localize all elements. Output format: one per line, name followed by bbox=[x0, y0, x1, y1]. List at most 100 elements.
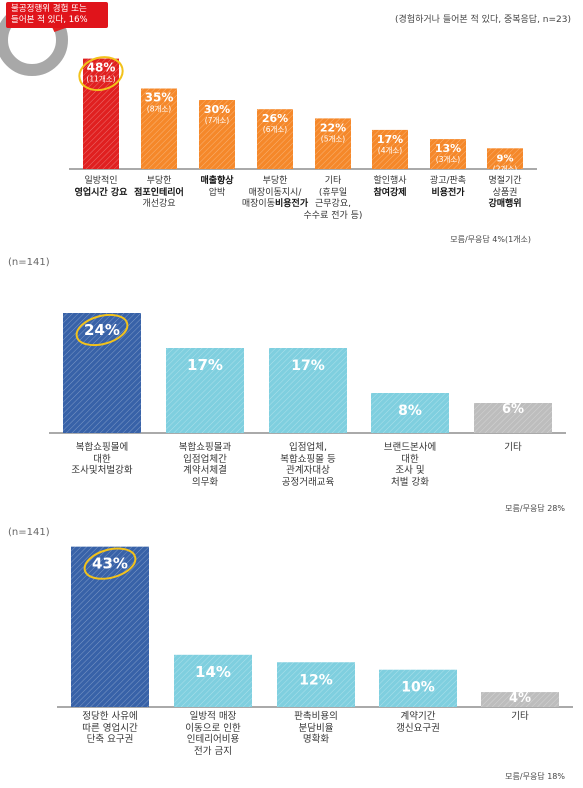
category-label-3: 입점업체, 복합쇼핑몰 등 관계자대상 공정거래교육 bbox=[258, 442, 358, 488]
bar-7 bbox=[430, 139, 466, 169]
highlight-ring bbox=[78, 56, 124, 92]
category-line: 강매행위 bbox=[488, 199, 522, 209]
bar-1 bbox=[83, 58, 119, 169]
category-line: 분담비율 bbox=[298, 722, 334, 734]
bar-4 bbox=[257, 109, 293, 169]
category-label-7: 광고/판촉 비용전가 bbox=[398, 176, 498, 199]
count-label-6: (4개소) bbox=[378, 145, 402, 155]
category-line: 점포인테리어 bbox=[134, 187, 184, 198]
value-label-1: 24% bbox=[84, 321, 120, 339]
category-line: 정당한 사유에 bbox=[82, 711, 138, 722]
chart-2-note: (n=141) bbox=[8, 257, 50, 268]
value-label-4: 8% bbox=[398, 403, 422, 419]
category-line: 일방적인 bbox=[84, 176, 118, 186]
value-label-5: 4% bbox=[509, 691, 531, 706]
category-line: (휴무일 bbox=[318, 187, 348, 198]
value-label-8: 9% bbox=[497, 153, 514, 164]
category-label-6: 할인행사 참여강제 bbox=[340, 176, 440, 199]
bar-2 bbox=[166, 348, 244, 433]
category-line: 복합쇼핑몰과 bbox=[178, 442, 232, 453]
category-line: 할인행사 bbox=[373, 176, 407, 186]
category-label-4: 브랜드본사에 대한 조사 및 처벌 강화 bbox=[360, 442, 460, 488]
category-line: 의무화 bbox=[191, 476, 219, 488]
category-label-1: 일방적인 영업시간 강요 bbox=[51, 176, 151, 199]
count-label-5: (5개소) bbox=[321, 133, 345, 143]
bar-2 bbox=[174, 654, 252, 707]
callout-line-1: 불공정행위 경험 또는 bbox=[11, 4, 87, 14]
bar-3 bbox=[199, 100, 235, 169]
category-label-2: 부당한 점포인테리어 개선강요 bbox=[109, 176, 209, 211]
bar-1 bbox=[71, 546, 149, 707]
category-line: 관계자대상 bbox=[286, 465, 330, 476]
bar-5 bbox=[315, 118, 351, 169]
category-line: 기타 bbox=[324, 176, 342, 186]
category-line: 영업시간 강요 bbox=[74, 187, 128, 198]
category-label-4: 부당한 매장이동지시/매장이동비용전가 bbox=[225, 176, 325, 211]
category-line: 대한 bbox=[93, 453, 111, 465]
chart-3-note: (n=141) bbox=[8, 527, 50, 538]
category-line: 부당한 bbox=[262, 176, 288, 186]
category-line: 입점업체간 bbox=[183, 453, 227, 465]
value-label-1: 48% bbox=[87, 61, 116, 75]
value-label-4: 10% bbox=[401, 680, 435, 696]
bar-4 bbox=[371, 393, 449, 433]
category-line: 입점업체, bbox=[289, 442, 327, 453]
chart-3-plot: 43% 14% 12% 10% 4% bbox=[57, 546, 573, 708]
value-label-3: 30% bbox=[204, 103, 230, 116]
category-line: 비용전가 bbox=[431, 187, 465, 198]
value-label-5: 22% bbox=[320, 121, 346, 134]
category-line: 갱신요구권 bbox=[396, 722, 440, 734]
category-line: 매장이동비용전가 bbox=[241, 199, 309, 209]
category-line: 일방적 매장 bbox=[189, 711, 237, 722]
category-label-1: 복합쇼핑몰에 대한 조사및처벌강화 bbox=[52, 442, 152, 477]
value-label-6: 17% bbox=[377, 133, 403, 146]
category-line: 이동으로 인한 bbox=[185, 722, 241, 734]
value-label-2: 35% bbox=[145, 91, 174, 105]
bar-2 bbox=[141, 88, 177, 169]
category-line: 브랜드본사에 bbox=[383, 442, 437, 453]
category-line: 따른 영업시간 bbox=[82, 722, 138, 734]
value-label-2: 14% bbox=[195, 663, 231, 681]
category-line: 조사 및 bbox=[395, 465, 425, 476]
category-line: 개선강요 bbox=[142, 199, 176, 209]
highlight-ring bbox=[75, 313, 129, 347]
category-line: 기타 bbox=[504, 442, 522, 453]
count-label-3: (7개소) bbox=[205, 115, 229, 125]
count-label-1: (11개소) bbox=[86, 74, 115, 84]
category-line: 복합쇼핑몰에 bbox=[75, 442, 129, 453]
category-line: 근무강요, bbox=[315, 199, 351, 209]
category-line: 단축 요구권 bbox=[86, 734, 134, 745]
count-label-2: (8개소) bbox=[147, 104, 171, 114]
category-line: 참여강제 bbox=[373, 187, 407, 198]
category-label-2: 일방적 매장 이동으로 인한 인테리어비용 전가 금지 bbox=[163, 711, 263, 757]
callout-line-2: 들어본 적 있다, 16% bbox=[11, 15, 88, 25]
category-line: 기타 bbox=[511, 711, 529, 722]
category-line: 명절기간 bbox=[488, 176, 522, 186]
value-label-1: 43% bbox=[92, 555, 128, 573]
category-line: 조사및처벌강화 bbox=[71, 465, 133, 476]
category-line: 광고/판촉 bbox=[429, 176, 467, 186]
category-line: 압박 bbox=[208, 187, 226, 198]
bar-5 bbox=[481, 692, 559, 707]
chart-1-plot: 48%(11개소) 35%(8개소) 30%(7개소) 26%(6개소) 22%(5개소… bbox=[69, 56, 537, 173]
category-line: 명확화 bbox=[302, 734, 330, 745]
count-label-4: (6개소) bbox=[263, 124, 287, 134]
callout-box: 불공정행위 경험 또는 들어본 적 있다, 16% bbox=[6, 2, 108, 28]
category-label-5: 기타 bbox=[470, 711, 570, 723]
bar-6 bbox=[372, 129, 408, 169]
category-line: 계약기간 bbox=[400, 711, 436, 722]
category-label-3: 판촉비용의 분담비율 명확화 bbox=[266, 711, 366, 746]
chart-1-footnote: 모름/무응답 4%(1개소) bbox=[450, 235, 531, 244]
category-line: 대한 bbox=[401, 453, 419, 465]
category-label-5: 기타 (휴무일 근무강요, 수수료 전가 등) bbox=[283, 176, 383, 222]
category-line: 수수료 전가 등) bbox=[303, 210, 363, 221]
count-label-7: (3개소) bbox=[436, 154, 460, 164]
category-line: 상품권 bbox=[492, 187, 518, 198]
count-label-8: (2개소) bbox=[493, 163, 517, 173]
bar-3 bbox=[277, 662, 355, 707]
value-label-3: 17% bbox=[291, 358, 325, 374]
category-line: 인테리어비용 bbox=[186, 734, 240, 745]
category-line: 매출향상 bbox=[200, 176, 234, 186]
chart-1-note: (경험하거나 들어본 적 있다, 중복응답, n=23) bbox=[395, 15, 571, 25]
value-label-4: 26% bbox=[262, 112, 288, 125]
